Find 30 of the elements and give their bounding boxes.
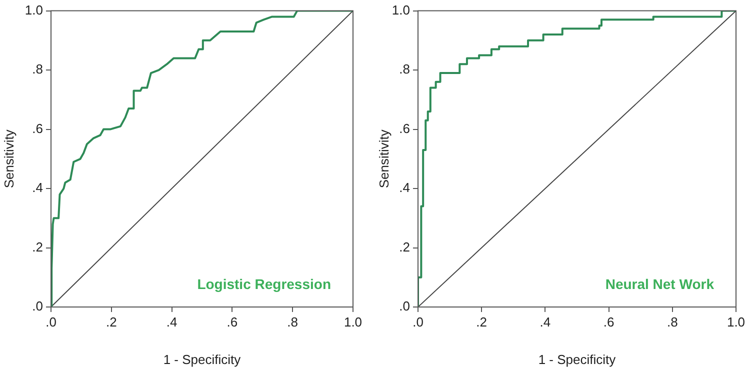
x-tick-label: .6: [226, 314, 238, 330]
x-axis-title: 1 - Specificity: [163, 352, 242, 367]
y-tick-label: .0: [32, 298, 43, 314]
y-axis-title: Sensitivity: [1, 129, 16, 188]
y-tick-label: .2: [32, 239, 43, 254]
y-tick-label: .6: [399, 120, 410, 136]
y-axis-title: Sensitivity: [376, 129, 392, 188]
text: Logistic Regression: [197, 276, 331, 292]
y-tick-label: .8: [32, 62, 43, 77]
x-tick-label: 1.0: [344, 314, 362, 330]
x-tick-label: .6: [603, 314, 614, 330]
y-tick-label: .2: [399, 239, 410, 254]
text: Neural Net Work: [605, 276, 714, 292]
x-axis-title: 1 - Specificity: [538, 352, 616, 367]
y-tick-label: 1.0: [24, 2, 43, 18]
y-tick-label: .6: [32, 120, 43, 136]
y-tick-label: .0: [399, 298, 410, 314]
x-tick-label: .2: [476, 314, 488, 330]
x-tick-label: .0: [412, 314, 424, 330]
x-tick-label: .4: [540, 314, 551, 330]
x-tick-label: .8: [287, 314, 298, 330]
y-tick-label: .8: [399, 62, 410, 77]
y-tick-label: 1.0: [392, 2, 410, 18]
x-tick-label: .4: [166, 314, 178, 330]
y-tick-label: .4: [32, 180, 43, 196]
x-tick-label: 1.0: [726, 314, 746, 330]
y-tick-label: .4: [399, 180, 410, 196]
x-tick-label: .2: [106, 314, 117, 330]
x-tick-label: .0: [46, 314, 56, 330]
x-tick-label: .8: [666, 314, 678, 330]
